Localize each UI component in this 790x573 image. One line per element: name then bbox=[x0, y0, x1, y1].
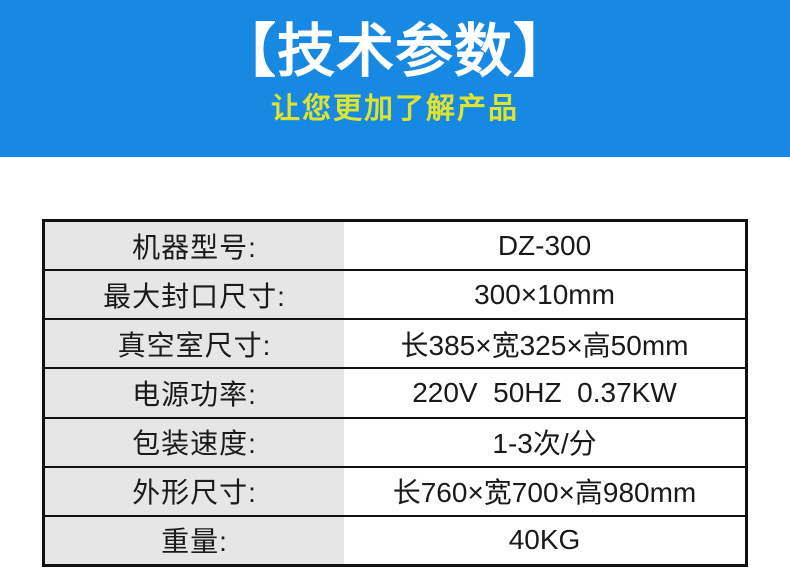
spec-value: 长760×宽700×高980mm bbox=[392, 477, 697, 509]
table-row: 电源功率: 220V 50HZ 0.37KW bbox=[45, 367, 745, 417]
spec-table: 机器型号: DZ-300 最大封口尺寸: 300×10mm 真空室尺寸: 长38… bbox=[42, 219, 748, 567]
spec-label: 真空室尺寸: bbox=[45, 320, 344, 368]
spec-label: 机器型号: bbox=[45, 222, 344, 270]
spec-label: 包装速度: bbox=[45, 418, 344, 466]
spec-value: 40KG bbox=[508, 524, 581, 556]
spec-label: 最大封口尺寸: bbox=[45, 271, 344, 319]
page-subtitle: 让您更加了解产品 bbox=[270, 93, 519, 125]
spec-label: 电源功率: bbox=[45, 369, 344, 417]
page-title: 【技术参数】 bbox=[217, 19, 572, 84]
table-row: 真空室尺寸: 长385×宽325×高50mm bbox=[45, 318, 745, 368]
table-row: 机器型号: DZ-300 bbox=[45, 222, 745, 270]
table-row: 包装速度: 1-3次/分 bbox=[45, 416, 745, 466]
spec-value: 1-3次/分 bbox=[492, 428, 597, 460]
spec-value: 220V 50HZ 0.37KW bbox=[412, 376, 677, 408]
spec-value: 长385×宽325×高50mm bbox=[400, 329, 689, 361]
table-row: 外形尺寸: 长760×宽700×高980mm bbox=[45, 465, 745, 515]
spec-label: 外形尺寸: bbox=[45, 467, 344, 515]
spec-label: 重量: bbox=[45, 516, 344, 564]
spec-value: DZ-300 bbox=[497, 229, 592, 261]
table-row: 重量: 40KG bbox=[45, 514, 745, 564]
banner: 【技术参数】 让您更加了解产品 bbox=[0, 0, 790, 157]
spec-value: 300×10mm bbox=[474, 278, 615, 310]
table-row: 最大封口尺寸: 300×10mm bbox=[45, 269, 745, 319]
